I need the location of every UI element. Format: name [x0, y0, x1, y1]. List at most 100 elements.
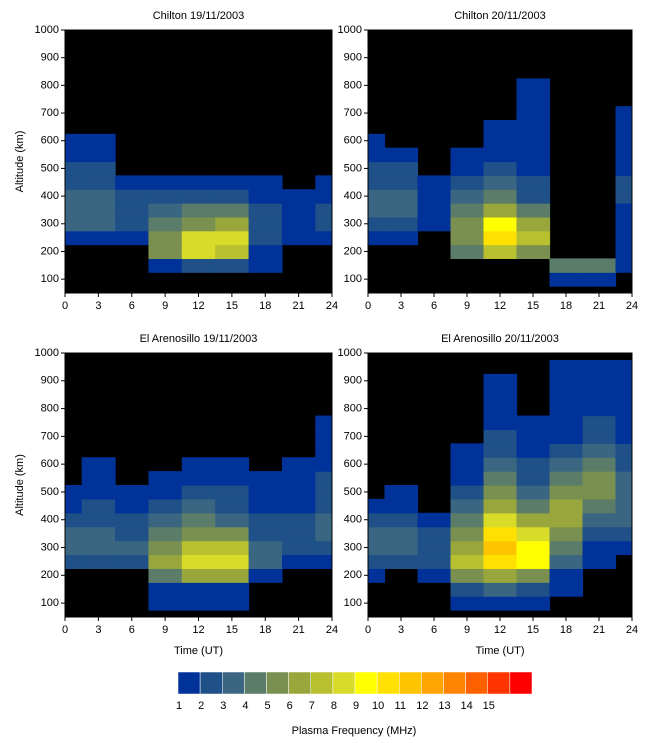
contour-cell [583, 485, 617, 499]
contour-cell [517, 429, 551, 443]
contour-cell [550, 471, 584, 485]
contour-cell [148, 245, 182, 259]
contour-cell [418, 217, 452, 231]
contour-cell [115, 499, 149, 513]
contour-cell [418, 527, 452, 541]
x-tick-label: 21 [293, 300, 305, 312]
contour-cell [583, 360, 617, 374]
contour-cell [583, 402, 617, 416]
contour-cell [282, 527, 316, 541]
contour-cell [451, 596, 485, 610]
x-tick-label: 9 [162, 300, 168, 312]
contour-cell [82, 457, 116, 471]
y-tick-label: 300 [41, 218, 59, 230]
y-tick-label: 200 [41, 569, 59, 581]
contour-cell [451, 582, 485, 596]
colorbar-swatch [267, 672, 289, 694]
contour-cell [484, 217, 518, 231]
contour-cell [583, 374, 617, 388]
colorbar-tick-label: 3 [220, 700, 226, 712]
contour-cell [517, 541, 551, 555]
contour-cell [82, 162, 116, 176]
contour-cell [282, 485, 316, 499]
contour-cell [215, 541, 249, 555]
contour-cell [517, 527, 551, 541]
y-tick-label: 400 [344, 190, 362, 202]
contour-cell [182, 554, 216, 568]
contour-cell [550, 374, 584, 388]
contour-cell [115, 554, 149, 568]
x-tick-label: 24 [326, 300, 338, 312]
panel-title: Chilton 20/11/2003 [454, 10, 546, 22]
contour-cell [82, 499, 116, 513]
contour-cell [115, 231, 149, 245]
colorbar-tick-label: 8 [331, 700, 337, 712]
contour-cell [517, 582, 551, 596]
panel-title: El Arenosillo 19/11/2003 [140, 333, 258, 345]
contour-cell [517, 78, 551, 92]
contour-cell [418, 189, 452, 203]
panel-title: Chilton 19/11/2003 [153, 10, 245, 22]
contour-cell [215, 457, 249, 471]
contour-cell [249, 485, 283, 499]
y-tick-label: 800 [41, 79, 59, 91]
colorbar-swatch [200, 672, 222, 694]
contour-cell [583, 541, 617, 555]
y-tick-label: 400 [41, 190, 59, 202]
contour-cell [583, 272, 617, 286]
colorbar-swatch [377, 672, 399, 694]
colorbar-swatch [488, 672, 510, 694]
contour-cell [517, 513, 551, 527]
contour-cell [148, 568, 182, 582]
colorbar-tick-label: 9 [353, 700, 359, 712]
contour-cell [282, 231, 316, 245]
panel-title: El Arenosillo 20/11/2003 [441, 333, 559, 345]
y-tick-label: 200 [41, 245, 59, 257]
contour-cell [451, 443, 485, 457]
contour-cell [282, 203, 316, 217]
x-tick-label: 3 [398, 300, 404, 312]
y-tick-label: 1000 [35, 24, 59, 36]
contour-cell [550, 527, 584, 541]
contour-cell [583, 457, 617, 471]
y-tick-label: 700 [344, 430, 362, 442]
contour-cell [385, 217, 419, 231]
contour-cell [82, 554, 116, 568]
contour-cell [182, 513, 216, 527]
colorbar-tick-label: 15 [483, 700, 495, 712]
contour-cell [148, 258, 182, 272]
y-tick-label: 100 [344, 597, 362, 609]
y-axis-label: Altitude (km) [14, 131, 26, 193]
contour-cell [215, 203, 249, 217]
colorbar-swatch [466, 672, 488, 694]
contour-cell [148, 175, 182, 189]
contour-cell [148, 189, 182, 203]
contour-cell [484, 416, 518, 430]
contour-cell [484, 175, 518, 189]
x-tick-label: 6 [431, 300, 437, 312]
contour-cell [148, 231, 182, 245]
contour-cell [215, 485, 249, 499]
y-tick-label: 900 [344, 52, 362, 64]
contour-cell [182, 245, 216, 259]
contour-cell [215, 189, 249, 203]
contour-cell [249, 217, 283, 231]
contour-cell [82, 471, 116, 485]
y-tick-label: 500 [344, 162, 362, 174]
contour-cell [282, 471, 316, 485]
y-tick-label: 600 [41, 135, 59, 147]
contour-cell [182, 541, 216, 555]
x-tick-label: 24 [326, 624, 338, 636]
y-tick-label: 1000 [35, 347, 59, 359]
colorbar-tick-label: 10 [372, 700, 384, 712]
x-tick-label: 9 [464, 624, 470, 636]
y-tick-label: 500 [41, 162, 59, 174]
colorbar-swatch [222, 672, 244, 694]
contour-cell [451, 554, 485, 568]
contour-cell [517, 568, 551, 582]
x-tick-label: 15 [527, 300, 539, 312]
contour-cell [82, 189, 116, 203]
y-tick-label: 500 [41, 486, 59, 498]
contour-cell [148, 217, 182, 231]
